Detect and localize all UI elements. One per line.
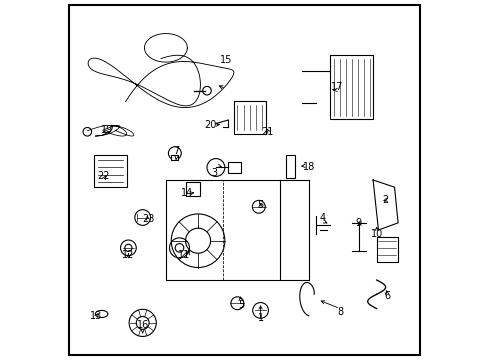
Text: 5: 5 — [237, 300, 244, 310]
Text: 10: 10 — [370, 229, 382, 239]
Text: 18: 18 — [302, 162, 314, 172]
Text: 8: 8 — [337, 307, 343, 317]
Text: 15: 15 — [220, 55, 232, 65]
Bar — [233, 102, 265, 134]
Text: 14: 14 — [181, 188, 193, 198]
Text: 6: 6 — [384, 291, 389, 301]
Text: 19: 19 — [101, 125, 113, 135]
Text: 1: 1 — [257, 312, 263, 323]
Text: 20: 20 — [204, 120, 216, 130]
Bar — [285, 155, 294, 178]
Text: 17: 17 — [330, 82, 343, 92]
Text: 3: 3 — [211, 168, 217, 178]
Text: 12: 12 — [122, 250, 134, 260]
Text: 22: 22 — [97, 171, 109, 181]
Text: 2: 2 — [382, 195, 388, 204]
Text: 4: 4 — [319, 212, 325, 222]
Bar — [329, 55, 372, 119]
Text: 5: 5 — [257, 200, 263, 210]
Text: 13: 13 — [90, 311, 102, 321]
Bar — [185, 182, 200, 196]
Text: 11: 11 — [177, 250, 189, 260]
Bar — [171, 155, 178, 160]
Bar — [228, 162, 241, 173]
Text: 7: 7 — [173, 147, 180, 157]
Bar — [94, 155, 126, 187]
Text: 16: 16 — [136, 320, 148, 330]
Text: 9: 9 — [355, 218, 361, 228]
Bar — [165, 180, 280, 280]
Text: 21: 21 — [261, 127, 273, 137]
Text: 23: 23 — [142, 214, 154, 224]
